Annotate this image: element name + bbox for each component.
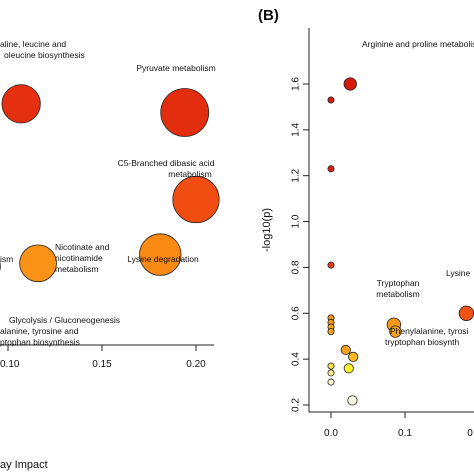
data-point bbox=[327, 328, 335, 336]
y-tick-label: 0.2 bbox=[291, 398, 302, 412]
x-tick-label: 0.10 bbox=[0, 359, 20, 370]
point-label: tryptophan biosynth bbox=[385, 337, 459, 347]
data-point bbox=[19, 244, 57, 283]
data-point bbox=[327, 261, 335, 269]
point-label: aline, leucine and bbox=[0, 39, 66, 49]
point-label: Pyruvate metabolism bbox=[136, 63, 215, 73]
point-label: oleucine biosynthesis bbox=[4, 50, 85, 60]
data-point bbox=[327, 378, 335, 386]
point-label: Tryptophan bbox=[377, 278, 420, 288]
data-point bbox=[389, 325, 402, 338]
x-tick-label: 0.20 bbox=[186, 359, 206, 370]
point-label: metabolism bbox=[55, 264, 98, 274]
data-point bbox=[347, 395, 358, 406]
data-point bbox=[172, 175, 220, 224]
data-point bbox=[327, 165, 335, 173]
point-label: nicotinamide bbox=[55, 253, 103, 263]
panel-b: (B) 0.2 0.4 0.6 0.8 1.0 1.2 1.4 1.6 -log10(p) 0.0 0… bbox=[258, 7, 474, 439]
point-label: metabolism bbox=[168, 169, 211, 179]
data-point bbox=[348, 351, 359, 362]
point-label: metabolism bbox=[376, 289, 419, 299]
data-point bbox=[327, 362, 335, 370]
point-label: Lysine bbox=[446, 268, 471, 278]
point-label: Nicotinate and bbox=[55, 242, 110, 252]
y-tick-label: 0.6 bbox=[291, 306, 302, 320]
y-tick-label: 1.2 bbox=[291, 168, 302, 182]
x-tick-label: 0.0 bbox=[324, 428, 338, 439]
point-label: alanine, tyrosine and bbox=[0, 326, 79, 336]
x-tick-label: 0 bbox=[467, 428, 473, 439]
data-point bbox=[327, 369, 335, 377]
y-tick-label: 1.6 bbox=[291, 77, 302, 91]
point-label: ptophan biosynthesis bbox=[0, 337, 80, 347]
panel-tag: (B) bbox=[258, 7, 279, 24]
x-axis-title: ay Impact bbox=[0, 459, 48, 471]
point-label: ism bbox=[0, 254, 13, 264]
y-tick-label: 1.0 bbox=[291, 214, 302, 228]
data-point bbox=[139, 233, 182, 276]
y-tick-label: 0.8 bbox=[291, 260, 302, 274]
panel-a: 0.10 0.15 0.20 ay Impact aline, leucine ando… bbox=[0, 39, 220, 471]
data-point bbox=[458, 305, 474, 321]
data-point bbox=[343, 363, 354, 374]
point-label: Arginine and proline metabolism bbox=[362, 39, 474, 49]
data-point bbox=[340, 344, 351, 356]
data-point bbox=[327, 96, 335, 104]
point-label: Lysine degradation bbox=[127, 254, 199, 264]
y-tick-label: 1.4 bbox=[291, 122, 302, 136]
data-point bbox=[1, 84, 41, 124]
data-point bbox=[160, 88, 210, 137]
data-point bbox=[343, 77, 357, 91]
point-label: C5-Branched dibasic acid bbox=[118, 158, 215, 168]
x-tick-label: 0.15 bbox=[92, 359, 112, 370]
point-label: Glycolysis / Gluconeogenesis bbox=[9, 315, 120, 325]
point-label: Phenylalanine, tyrosi bbox=[390, 326, 469, 336]
y-tick-label: 0.4 bbox=[291, 352, 302, 366]
y-axis-title: -log10(p) bbox=[261, 208, 273, 252]
x-tick-label: 0.1 bbox=[398, 428, 412, 439]
